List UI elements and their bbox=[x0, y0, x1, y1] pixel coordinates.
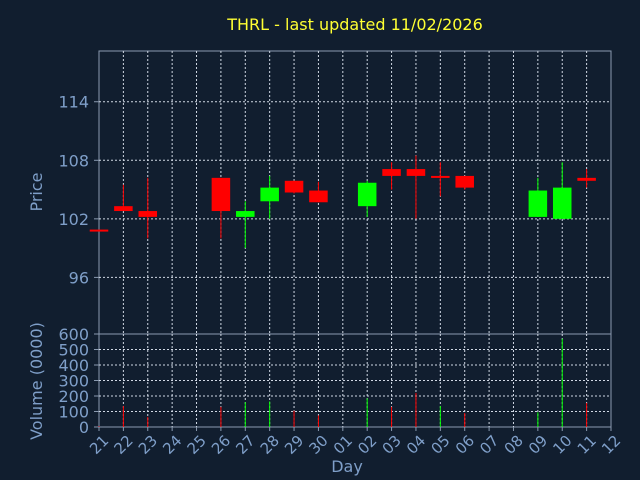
candle-body bbox=[455, 175, 474, 188]
volume-tick-label: 0 bbox=[79, 418, 89, 437]
candle-body bbox=[357, 182, 377, 207]
candle-body bbox=[211, 177, 231, 212]
candle-body bbox=[89, 229, 109, 232]
candle-body bbox=[382, 169, 401, 176]
price-ticks: 96 102 108 114 bbox=[58, 93, 99, 287]
candle-body bbox=[114, 206, 133, 212]
candle-body bbox=[577, 177, 596, 181]
price-axis-label: Price bbox=[27, 172, 46, 211]
candle-body bbox=[309, 190, 328, 203]
price-tick-label: 102 bbox=[58, 210, 89, 229]
candle-body bbox=[284, 180, 304, 193]
candle-body bbox=[431, 175, 450, 178]
volume-bars bbox=[98, 338, 588, 427]
candle-body bbox=[138, 211, 158, 217]
volume-tick-label: 400 bbox=[58, 356, 89, 375]
volume-tick-label: 500 bbox=[58, 341, 89, 360]
volume-tick-label: 600 bbox=[58, 325, 89, 344]
volume-tick-label: 100 bbox=[58, 403, 89, 422]
candle-body bbox=[236, 211, 255, 217]
price-tick-label: 108 bbox=[58, 151, 89, 170]
chart-title: THRL - last updated 11/02/2026 bbox=[226, 15, 483, 34]
x-axis-label: Day bbox=[331, 457, 363, 476]
volume-tick-label: 200 bbox=[58, 387, 89, 406]
price-panel: 96 102 108 114 bbox=[58, 50, 612, 335]
candle-body bbox=[260, 187, 279, 202]
candle-body bbox=[406, 169, 426, 176]
volume-tick-label: 300 bbox=[58, 372, 89, 391]
price-tick-label: 114 bbox=[58, 93, 89, 112]
candle-body bbox=[528, 190, 548, 217]
candles bbox=[89, 155, 596, 249]
price-tick-label: 96 bbox=[69, 268, 89, 287]
volume-axis-label: Volume (0000) bbox=[27, 322, 46, 440]
candle-body bbox=[552, 187, 572, 219]
